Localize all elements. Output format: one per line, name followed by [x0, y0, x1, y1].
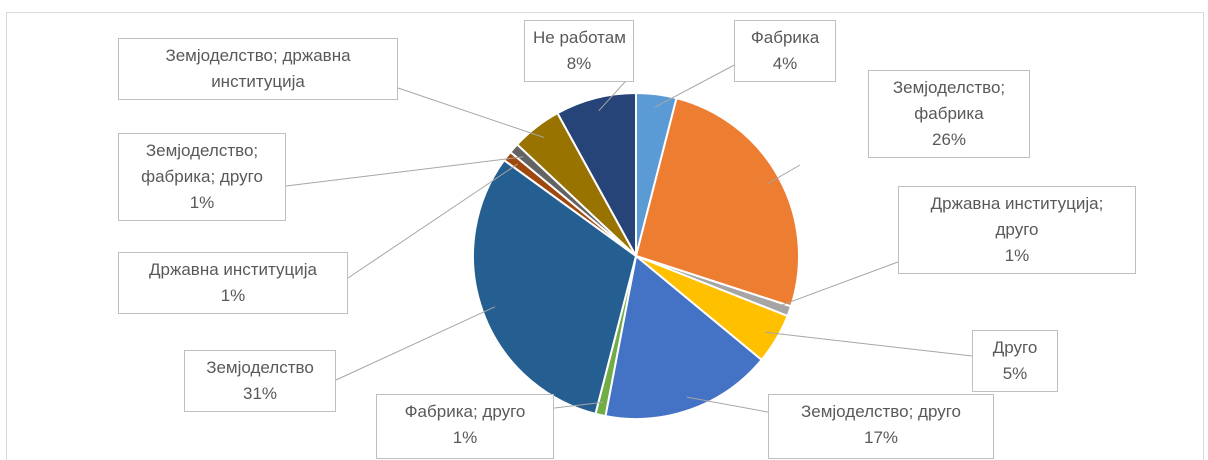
leader-line — [776, 261, 899, 308]
data-label-drugo: Друго 5% — [972, 330, 1058, 392]
data-label-fabrika-drugo: Фабрика; друго 1% — [376, 394, 554, 459]
leader-line — [397, 87, 545, 138]
data-label-zemjodelstvo-drugo: Земјоделство; друго 17% — [768, 394, 994, 459]
data-label-ne-rabotam: Не работам 8% — [524, 20, 634, 82]
leader-line — [765, 331, 973, 357]
data-label-zemjodelstvo-fabrika-drugo: Земјоделство; фабрика; друго 1% — [118, 133, 286, 221]
leader-line — [347, 163, 518, 279]
leader-line — [767, 164, 801, 185]
data-label-drzavna-institucija-drugo: Државна институција; друго 1% — [898, 186, 1136, 274]
data-label-zemjodelstvo: Земјоделство 31% — [184, 350, 336, 412]
pie-slice — [472, 158, 638, 416]
data-label-zemjodelstvo-fabrika: Земјоделство; фабрика 26% — [868, 70, 1030, 158]
leader-line — [654, 61, 741, 108]
data-label-drzavna-institucija: Државна институција 1% — [118, 252, 348, 314]
pie-slice — [604, 254, 763, 420]
chart-frame — [6, 12, 1204, 460]
data-label-fabrika: Фабрика 4% — [734, 20, 836, 82]
leader-line — [335, 306, 496, 381]
data-label-zemjodelstvo-drzavna-institucija: Земјоделство; државна институција — [118, 38, 398, 100]
pie-slice — [556, 91, 637, 257]
leader-line — [285, 156, 524, 187]
